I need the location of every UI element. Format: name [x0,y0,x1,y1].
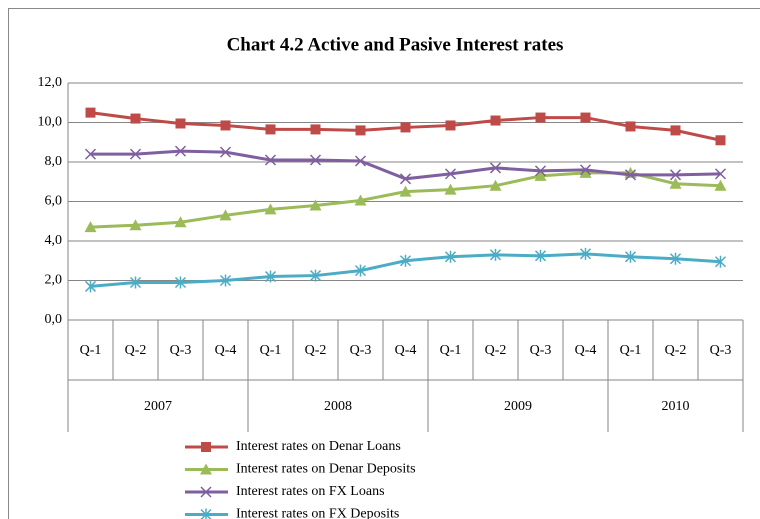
marker [219,274,232,287]
y-tick-label: 2,0 [45,273,63,288]
marker [219,209,232,221]
marker [624,169,637,181]
marker [670,125,681,136]
y-tick-label: 12,0 [38,75,63,90]
chart-border [8,8,760,519]
marker [354,194,367,206]
marker [84,221,97,233]
marker [220,120,231,131]
marker [310,124,321,135]
year-label: 2007 [144,399,172,414]
legend-label: Interest rates on Denar Deposits [236,462,416,477]
marker [265,124,276,135]
marker [579,164,592,176]
x-tick-label: Q-4 [215,343,237,358]
x-tick-label: Q-1 [620,343,642,358]
marker [399,185,412,197]
marker [625,121,636,132]
marker [534,249,547,262]
marker [669,169,682,181]
marker [535,112,546,123]
marker [85,107,96,118]
marker [355,125,366,136]
marker [444,168,457,180]
legend-marker [200,463,212,475]
marker [534,169,547,181]
x-tick-label: Q-3 [350,343,372,358]
year-label: 2009 [504,399,532,414]
x-tick-label: Q-1 [440,343,462,358]
marker [580,112,591,123]
y-tick-label: 8,0 [45,154,63,169]
marker [669,252,682,265]
marker [129,219,142,231]
marker [715,135,726,146]
marker [309,269,322,282]
marker [174,216,187,228]
x-tick-label: Q-4 [575,343,597,358]
marker [129,148,142,160]
marker [219,146,232,158]
x-tick-label: Q-1 [80,343,102,358]
marker [489,248,502,261]
marker [309,154,322,166]
marker [84,280,97,293]
marker [579,247,592,260]
marker [444,250,457,263]
marker [714,168,727,180]
marker [354,155,367,167]
marker [714,179,727,191]
marker [444,183,457,195]
x-tick-label: Q-3 [170,343,192,358]
marker [579,166,592,178]
legend-marker [200,486,212,498]
legend-label: Interest rates on Denar Loans [236,439,401,454]
marker [130,113,141,124]
x-tick-label: Q-4 [395,343,417,358]
marker [174,276,187,289]
marker [669,177,682,189]
marker [714,255,727,268]
marker [624,250,637,263]
year-label: 2010 [662,399,690,414]
y-tick-label: 6,0 [45,194,63,209]
y-tick-label: 4,0 [45,233,63,248]
marker [400,122,411,133]
marker [264,203,277,215]
y-tick-label: 0,0 [45,312,63,327]
marker [175,118,186,129]
marker [490,115,501,126]
marker [489,179,502,191]
series-line [90,171,721,229]
x-tick-label: Q-2 [305,343,327,358]
x-tick-label: Q-2 [665,343,687,358]
marker [354,264,367,277]
x-tick-label: Q-3 [710,343,732,358]
marker [84,148,97,160]
marker [534,165,547,177]
legend-marker [201,442,211,452]
x-tick-label: Q-2 [125,343,147,358]
marker [264,270,277,283]
x-tick-label: Q-2 [485,343,507,358]
x-tick-label: Q-1 [260,343,282,358]
marker [264,154,277,166]
marker [399,173,412,185]
chart-title: Chart 4.2 Active and Pasive Interest rat… [227,34,564,55]
x-tick-label: Q-3 [530,343,552,358]
marker [174,145,187,157]
marker [445,120,456,131]
y-tick-label: 10,0 [38,115,63,130]
marker [489,162,502,174]
legend-label: Interest rates on FX Deposits [236,507,399,519]
marker [129,276,142,289]
marker [399,254,412,267]
legend-label: Interest rates on FX Loans [236,484,385,499]
year-label: 2008 [324,399,352,414]
marker [309,199,322,211]
